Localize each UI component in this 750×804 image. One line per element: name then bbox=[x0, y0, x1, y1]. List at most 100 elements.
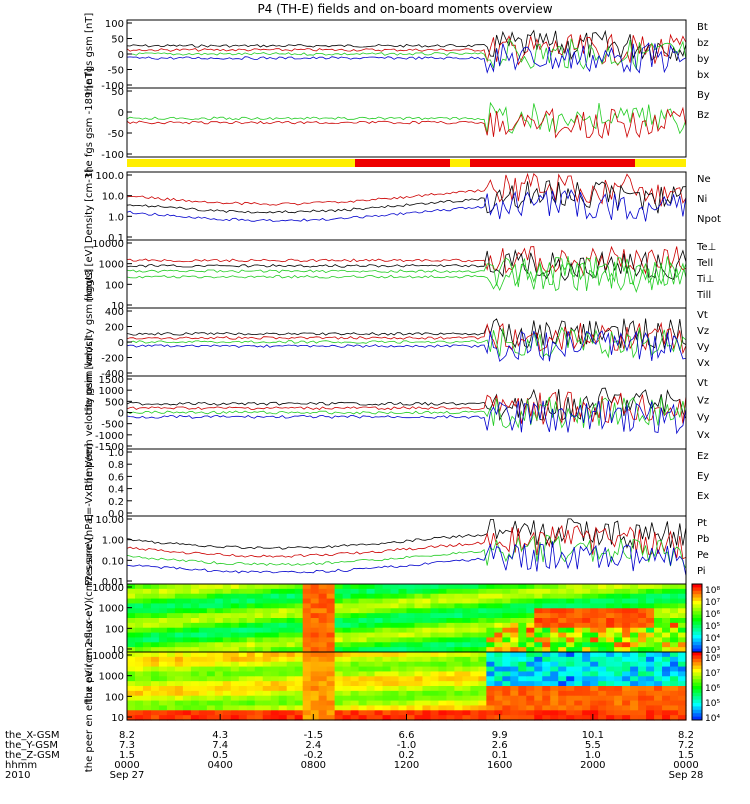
colorbar-band bbox=[692, 686, 702, 690]
spectrogram-cell bbox=[638, 671, 647, 677]
spectrogram-cell bbox=[198, 627, 208, 634]
spectrogram-cell bbox=[238, 593, 248, 600]
spectrogram-cell bbox=[582, 632, 591, 639]
spectrogram-cell bbox=[662, 705, 671, 711]
spectrogram-cell bbox=[390, 661, 400, 668]
spectrogram-cell bbox=[574, 627, 583, 634]
spectrogram-cell bbox=[318, 622, 328, 629]
spectrogram-cell bbox=[142, 700, 152, 707]
spectrogram-cell bbox=[462, 681, 471, 687]
spectrogram-cell bbox=[654, 584, 663, 590]
spectrogram-cell bbox=[566, 661, 575, 668]
spectrogram-cell bbox=[294, 715, 304, 721]
spectrogram-cell bbox=[406, 705, 416, 711]
spectrogram-cell bbox=[342, 632, 352, 639]
spectrogram-cell bbox=[566, 618, 575, 624]
spectrogram-cell bbox=[174, 666, 184, 673]
spectrogram-cell bbox=[630, 676, 639, 682]
spectrogram-cell bbox=[430, 598, 440, 605]
spectrogram-cell bbox=[230, 671, 240, 677]
spectrogram-cell bbox=[174, 652, 184, 658]
colorbar-band bbox=[692, 597, 702, 602]
spectrogram-cell bbox=[670, 613, 679, 619]
colorbar-band bbox=[692, 607, 702, 612]
spectrogram-cell bbox=[678, 710, 687, 716]
spectrogram-cell bbox=[614, 705, 623, 711]
spectrogram-cell bbox=[662, 588, 671, 595]
spectrogram-cell bbox=[470, 622, 479, 629]
spectrogram-cell bbox=[358, 618, 368, 624]
spectrogram-cell bbox=[542, 647, 551, 653]
spectrogram-cell bbox=[478, 676, 487, 682]
spectrogram-cell bbox=[558, 613, 567, 619]
colorbar-frame bbox=[691, 651, 703, 721]
spectrogram-cell bbox=[518, 618, 527, 624]
spectrogram-cell bbox=[446, 681, 456, 687]
spectrogram-cell bbox=[542, 613, 551, 619]
spectrogram-cell bbox=[278, 637, 288, 643]
spectrogram-cell bbox=[462, 627, 471, 634]
spectrogram-cell bbox=[486, 603, 495, 609]
spectrogram-cell bbox=[318, 710, 328, 716]
spectrogram-cell bbox=[278, 656, 288, 663]
spectrogram-cell bbox=[446, 632, 456, 639]
spectrogram-cell bbox=[646, 710, 655, 716]
spectrogram-cell bbox=[422, 652, 432, 658]
spectrogram-cell bbox=[262, 618, 272, 624]
spectrogram-cell bbox=[246, 671, 256, 677]
spectrogram-cell bbox=[622, 588, 631, 595]
y-tick-label: 0.1 bbox=[108, 233, 124, 244]
spectrogram-cell bbox=[438, 647, 448, 653]
spectrogram-cell bbox=[590, 666, 599, 673]
spectrogram-cell bbox=[646, 686, 655, 692]
spectrogram-cell bbox=[134, 618, 144, 624]
spectrogram-cell bbox=[134, 656, 144, 663]
y-tick-label: -50 bbox=[108, 129, 124, 140]
spectrogram-cell bbox=[510, 686, 519, 692]
spectrogram-cell bbox=[294, 632, 304, 639]
spectrogram-cell bbox=[630, 584, 639, 590]
spectrogram-cell bbox=[246, 666, 256, 673]
x-row-value: 1.5 bbox=[678, 750, 694, 761]
spectrogram-cell bbox=[614, 681, 623, 687]
spectrogram-cell bbox=[382, 686, 392, 692]
spectrogram-cell bbox=[678, 603, 687, 609]
spectrogram-cell bbox=[374, 681, 384, 687]
spectrogram-cell bbox=[206, 637, 216, 643]
spectrogram-cell bbox=[558, 584, 567, 590]
spectrogram-cell bbox=[398, 676, 408, 682]
spectrogram-cell bbox=[382, 700, 392, 707]
spectrogram-cell bbox=[182, 686, 192, 692]
spectrogram-cell bbox=[127, 690, 136, 697]
spectrogram-cell bbox=[614, 637, 623, 643]
spectrogram-cell bbox=[678, 656, 687, 663]
spectrogram-cell bbox=[270, 676, 280, 682]
spectrogram-cell bbox=[382, 642, 392, 648]
spectrogram-cell bbox=[614, 608, 623, 614]
spectrogram-cell bbox=[302, 671, 312, 677]
spectrogram-cell bbox=[622, 647, 631, 653]
spectrogram-cell bbox=[270, 588, 280, 595]
spectrogram-cell bbox=[390, 695, 400, 702]
spectrogram-cell bbox=[478, 715, 487, 721]
spectrogram-cell bbox=[462, 715, 471, 721]
spectrogram-cell bbox=[254, 637, 264, 643]
spectrogram-cell bbox=[390, 656, 400, 663]
spectrogram-cell bbox=[150, 690, 160, 697]
spectrogram-cell bbox=[334, 652, 344, 658]
spectrogram-cell bbox=[670, 705, 679, 711]
spectrogram-cell bbox=[127, 666, 136, 673]
spectrogram-cell bbox=[326, 661, 336, 668]
spectrogram-cell bbox=[542, 637, 551, 643]
spectrogram-cell bbox=[422, 584, 432, 590]
series-bx bbox=[126, 42, 687, 74]
spectrogram-cell bbox=[127, 613, 136, 619]
spectrogram-cell bbox=[414, 608, 424, 614]
spectrogram-cell bbox=[614, 593, 623, 600]
spectrogram-cell bbox=[246, 637, 256, 643]
spectrogram-cell bbox=[198, 632, 208, 639]
spectrogram-cell bbox=[646, 656, 655, 663]
spectrogram-cell bbox=[574, 695, 583, 702]
spectrogram-cell bbox=[582, 608, 591, 614]
spectrogram-cell bbox=[222, 588, 232, 595]
